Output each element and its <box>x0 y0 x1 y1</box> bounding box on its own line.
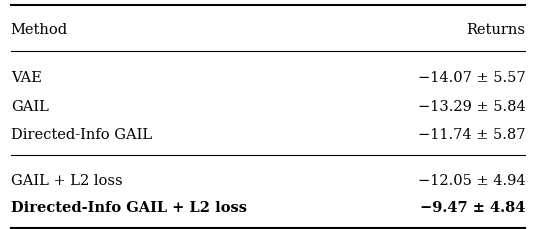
Text: −11.74 ± 5.87: −11.74 ± 5.87 <box>418 127 525 141</box>
Text: Method: Method <box>11 23 68 37</box>
Text: −9.47 ± 4.84: −9.47 ± 4.84 <box>420 200 525 214</box>
Text: −12.05 ± 4.94: −12.05 ± 4.94 <box>418 173 525 187</box>
Text: Returns: Returns <box>466 23 525 37</box>
Text: −13.29 ± 5.84: −13.29 ± 5.84 <box>418 100 525 113</box>
Text: Directed-Info GAIL + L2 loss: Directed-Info GAIL + L2 loss <box>11 200 247 214</box>
Text: VAE: VAE <box>11 71 42 85</box>
Text: Directed-Info GAIL: Directed-Info GAIL <box>11 127 152 141</box>
Text: −14.07 ± 5.57: −14.07 ± 5.57 <box>418 71 525 85</box>
Text: GAIL: GAIL <box>11 100 49 113</box>
Text: GAIL + L2 loss: GAIL + L2 loss <box>11 173 122 187</box>
